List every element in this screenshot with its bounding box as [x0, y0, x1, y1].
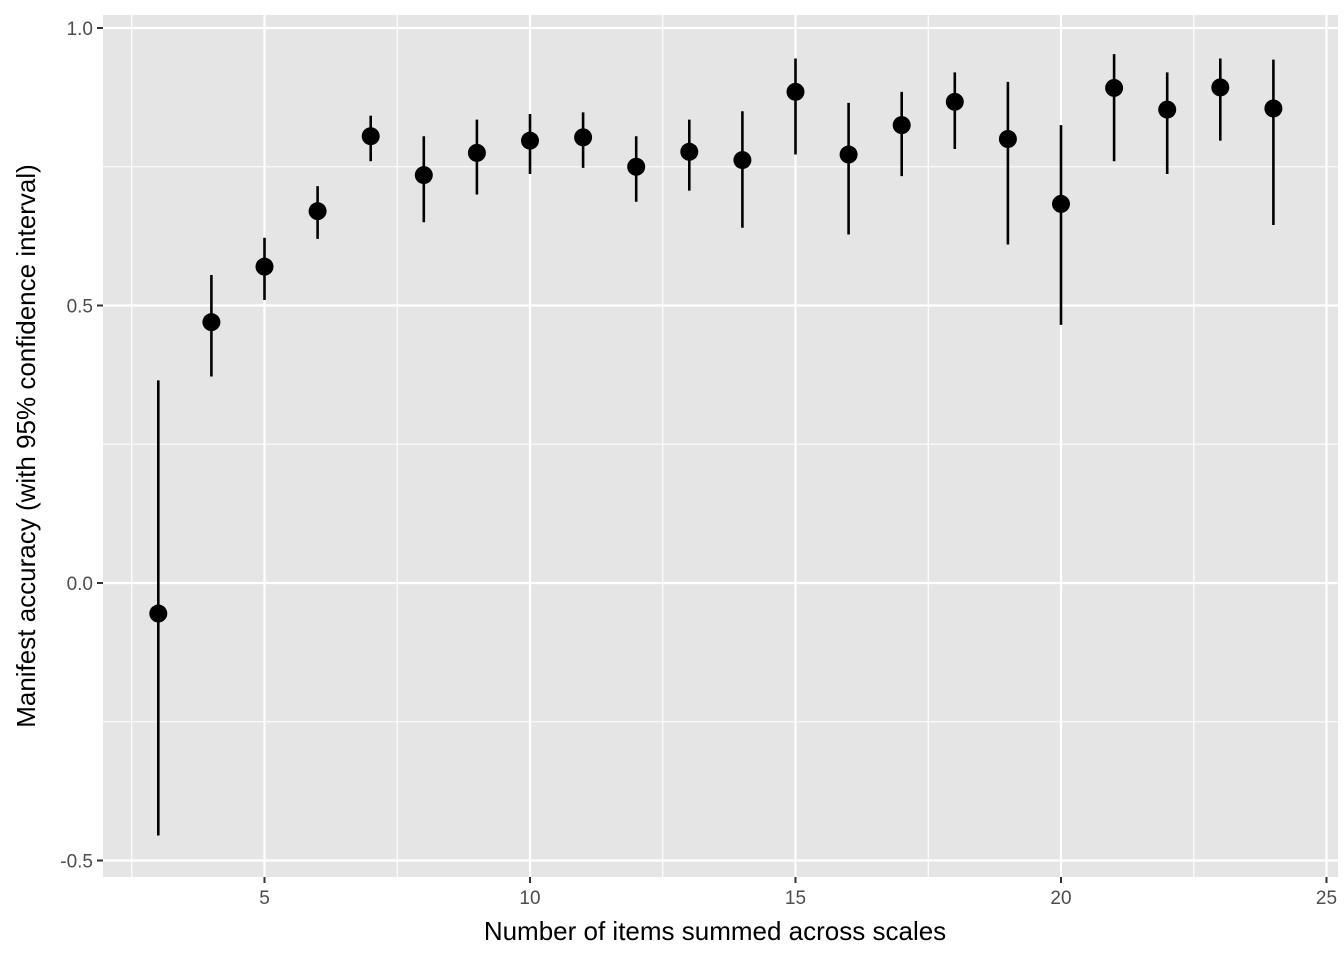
x-axis-title: Number of items summed across scales: [484, 916, 946, 946]
plot-panel: [103, 15, 1338, 877]
grid-minor: [103, 15, 1338, 877]
data-point: [839, 145, 858, 164]
y-tick-label: -0.5: [60, 852, 93, 873]
data-point: [945, 92, 964, 111]
data-point: [202, 313, 221, 332]
x-tick-label: 15: [785, 888, 806, 909]
data-point: [414, 166, 433, 185]
data-point: [680, 142, 699, 161]
data-points: [149, 78, 1283, 623]
axis-ticks: [97, 27, 1328, 883]
x-tick-label: 10: [519, 888, 540, 909]
y-tick-labels: -0.5 0.0 0.5 1.0: [60, 19, 93, 873]
x-tick-labels: 5 10 15 20 25: [259, 888, 1337, 909]
data-point: [892, 116, 911, 135]
data-point: [467, 143, 486, 162]
data-point: [786, 82, 805, 101]
data-point: [1264, 99, 1283, 118]
data-point: [1105, 78, 1124, 97]
data-point: [574, 128, 593, 147]
data-point: [255, 257, 274, 276]
y-tick-label: 0.0: [67, 574, 93, 595]
x-tick-label: 25: [1316, 888, 1337, 909]
y-tick-label: 0.5: [67, 297, 93, 318]
y-tick-label: 1.0: [67, 19, 93, 40]
data-point: [627, 157, 646, 176]
x-tick-label: 20: [1050, 888, 1071, 909]
data-point: [521, 131, 539, 150]
data-point: [1052, 194, 1070, 213]
data-point: [361, 127, 380, 146]
y-axis-title: Manifest accuracy (with 95% confidence i…: [11, 164, 41, 728]
data-point: [1211, 78, 1230, 97]
data-point: [149, 604, 168, 623]
data-point: [1158, 100, 1177, 119]
data-point: [308, 202, 327, 221]
x-tick-label: 5: [259, 888, 270, 909]
data-point: [998, 130, 1017, 148]
data-point: [733, 151, 752, 170]
